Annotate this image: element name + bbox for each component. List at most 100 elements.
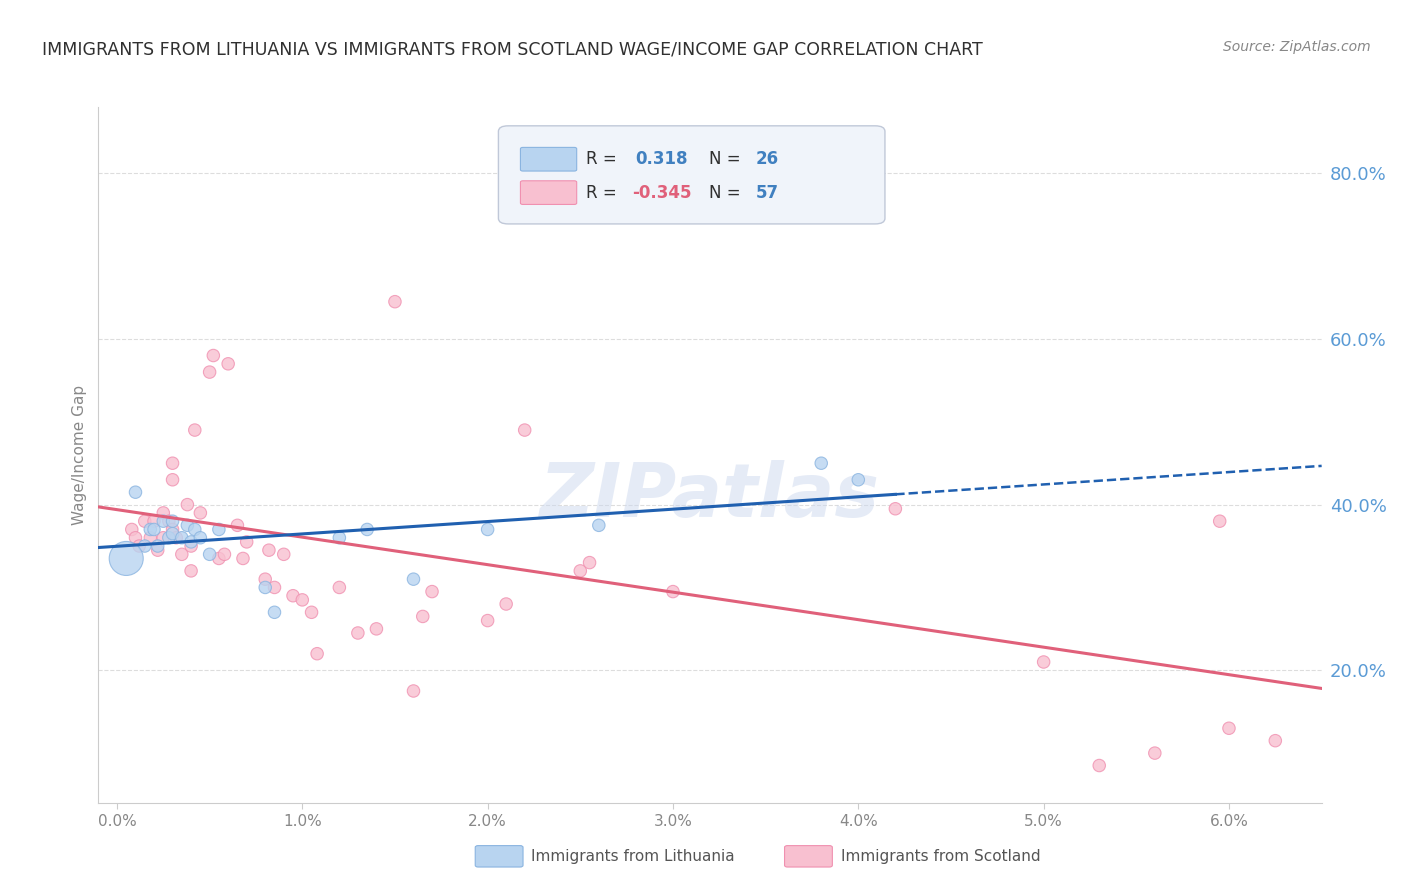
FancyBboxPatch shape [498, 126, 884, 224]
Text: 26: 26 [755, 150, 779, 169]
Text: Source: ZipAtlas.com: Source: ZipAtlas.com [1223, 40, 1371, 54]
Point [477, 523, 499, 537]
Point [513, 423, 536, 437]
Point [121, 523, 143, 537]
Point [846, 473, 869, 487]
FancyBboxPatch shape [520, 181, 576, 204]
Point [176, 498, 198, 512]
Text: Immigrants from Lithuania: Immigrants from Lithuania [531, 849, 735, 863]
Point [180, 539, 202, 553]
Point [180, 564, 202, 578]
Point [273, 547, 295, 561]
Point [139, 531, 162, 545]
Point [184, 423, 207, 437]
Point [165, 531, 187, 545]
Point [124, 485, 146, 500]
Point [139, 523, 162, 537]
Point [157, 531, 180, 545]
Point [328, 531, 350, 545]
Y-axis label: Wage/Income Gap: Wage/Income Gap [72, 384, 87, 525]
Point [588, 518, 610, 533]
Point [235, 535, 257, 549]
Point [477, 614, 499, 628]
Point [662, 584, 685, 599]
Point [124, 531, 146, 545]
Point [208, 551, 231, 566]
FancyBboxPatch shape [520, 147, 576, 171]
Point [143, 514, 166, 528]
Point [412, 609, 434, 624]
Point [578, 556, 600, 570]
Point [152, 531, 174, 545]
Point [184, 523, 207, 537]
Point [291, 592, 314, 607]
Text: N =: N = [709, 150, 745, 169]
Point [1143, 746, 1166, 760]
Point [214, 547, 236, 561]
Point [226, 518, 249, 533]
Point [254, 572, 277, 586]
Point [208, 523, 231, 537]
Point [1032, 655, 1054, 669]
Point [170, 531, 193, 545]
Point [1218, 721, 1240, 735]
Text: Immigrants from Scotland: Immigrants from Scotland [841, 849, 1040, 863]
Text: R =: R = [586, 184, 623, 202]
Point [307, 647, 329, 661]
Point [162, 514, 184, 528]
Point [198, 365, 221, 379]
Point [143, 523, 166, 537]
Point [170, 547, 193, 561]
Point [402, 572, 425, 586]
Point [134, 539, 156, 553]
Point [128, 539, 150, 553]
Point [1264, 733, 1286, 747]
Text: ZIPatlas: ZIPatlas [540, 460, 880, 533]
Point [217, 357, 239, 371]
Point [157, 514, 180, 528]
Point [1208, 514, 1230, 528]
Point [257, 543, 280, 558]
Point [301, 605, 323, 619]
Point [162, 523, 184, 537]
Text: -0.345: -0.345 [631, 184, 692, 202]
Point [384, 294, 406, 309]
Point [232, 551, 254, 566]
Point [281, 589, 304, 603]
Point [366, 622, 388, 636]
Point [198, 547, 221, 561]
Point [884, 501, 907, 516]
Point [420, 584, 443, 599]
Point [134, 514, 156, 528]
Text: IMMIGRANTS FROM LITHUANIA VS IMMIGRANTS FROM SCOTLAND WAGE/INCOME GAP CORRELATIO: IMMIGRANTS FROM LITHUANIA VS IMMIGRANTS … [42, 40, 983, 58]
Point [176, 518, 198, 533]
Point [162, 456, 184, 470]
Text: 0.318: 0.318 [636, 150, 688, 169]
Point [146, 543, 169, 558]
Point [523, 208, 546, 222]
Point [152, 514, 174, 528]
Point [328, 581, 350, 595]
Point [162, 526, 184, 541]
Point [254, 581, 277, 595]
Point [495, 597, 517, 611]
Point [356, 523, 378, 537]
Point [188, 506, 211, 520]
Point [115, 551, 138, 566]
Text: N =: N = [709, 184, 745, 202]
Point [263, 581, 285, 595]
Point [347, 626, 370, 640]
Point [810, 456, 832, 470]
Point [146, 539, 169, 553]
Point [1088, 758, 1111, 772]
Point [152, 506, 174, 520]
Text: 57: 57 [755, 184, 779, 202]
Point [202, 349, 225, 363]
Text: R =: R = [586, 150, 623, 169]
Point [188, 531, 211, 545]
Point [263, 605, 285, 619]
Point [180, 535, 202, 549]
Point [569, 564, 592, 578]
Point [162, 473, 184, 487]
Point [402, 684, 425, 698]
